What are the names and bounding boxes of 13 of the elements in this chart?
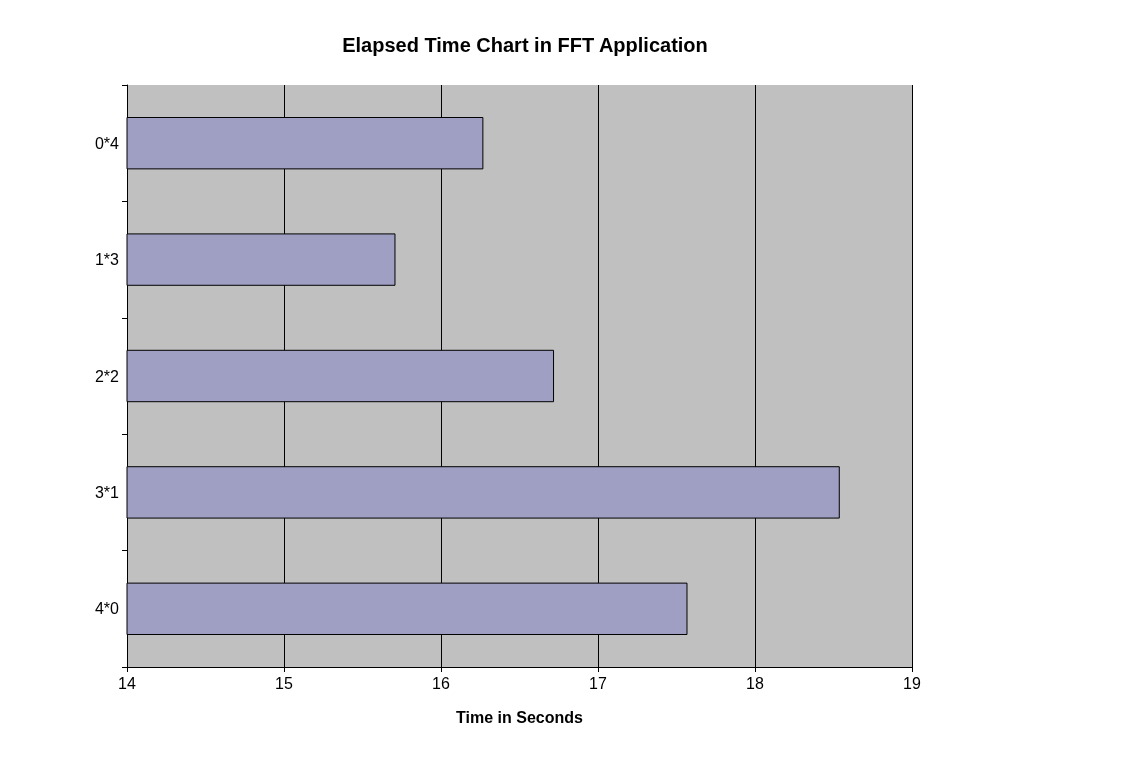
- chart-title: Elapsed Time Chart in FFT Application: [342, 34, 708, 56]
- x-tick-label: 14: [118, 674, 136, 692]
- x-tick-label: 15: [275, 674, 293, 692]
- y-tick-label: 2*2: [94, 367, 120, 385]
- y-tick-label: 4*0: [94, 600, 120, 618]
- y-tick-label: 3*1: [94, 483, 120, 501]
- y-tick-label: 1*3: [94, 251, 120, 269]
- x-tick-label: 16: [432, 674, 450, 692]
- x-tick-label: 19: [903, 674, 921, 692]
- y-tick-label: 0*4: [94, 134, 120, 152]
- x-axis-title: Time in Seconds: [456, 708, 584, 726]
- x-tick-label: 18: [746, 674, 764, 692]
- x-tick-label: 17: [589, 674, 607, 692]
